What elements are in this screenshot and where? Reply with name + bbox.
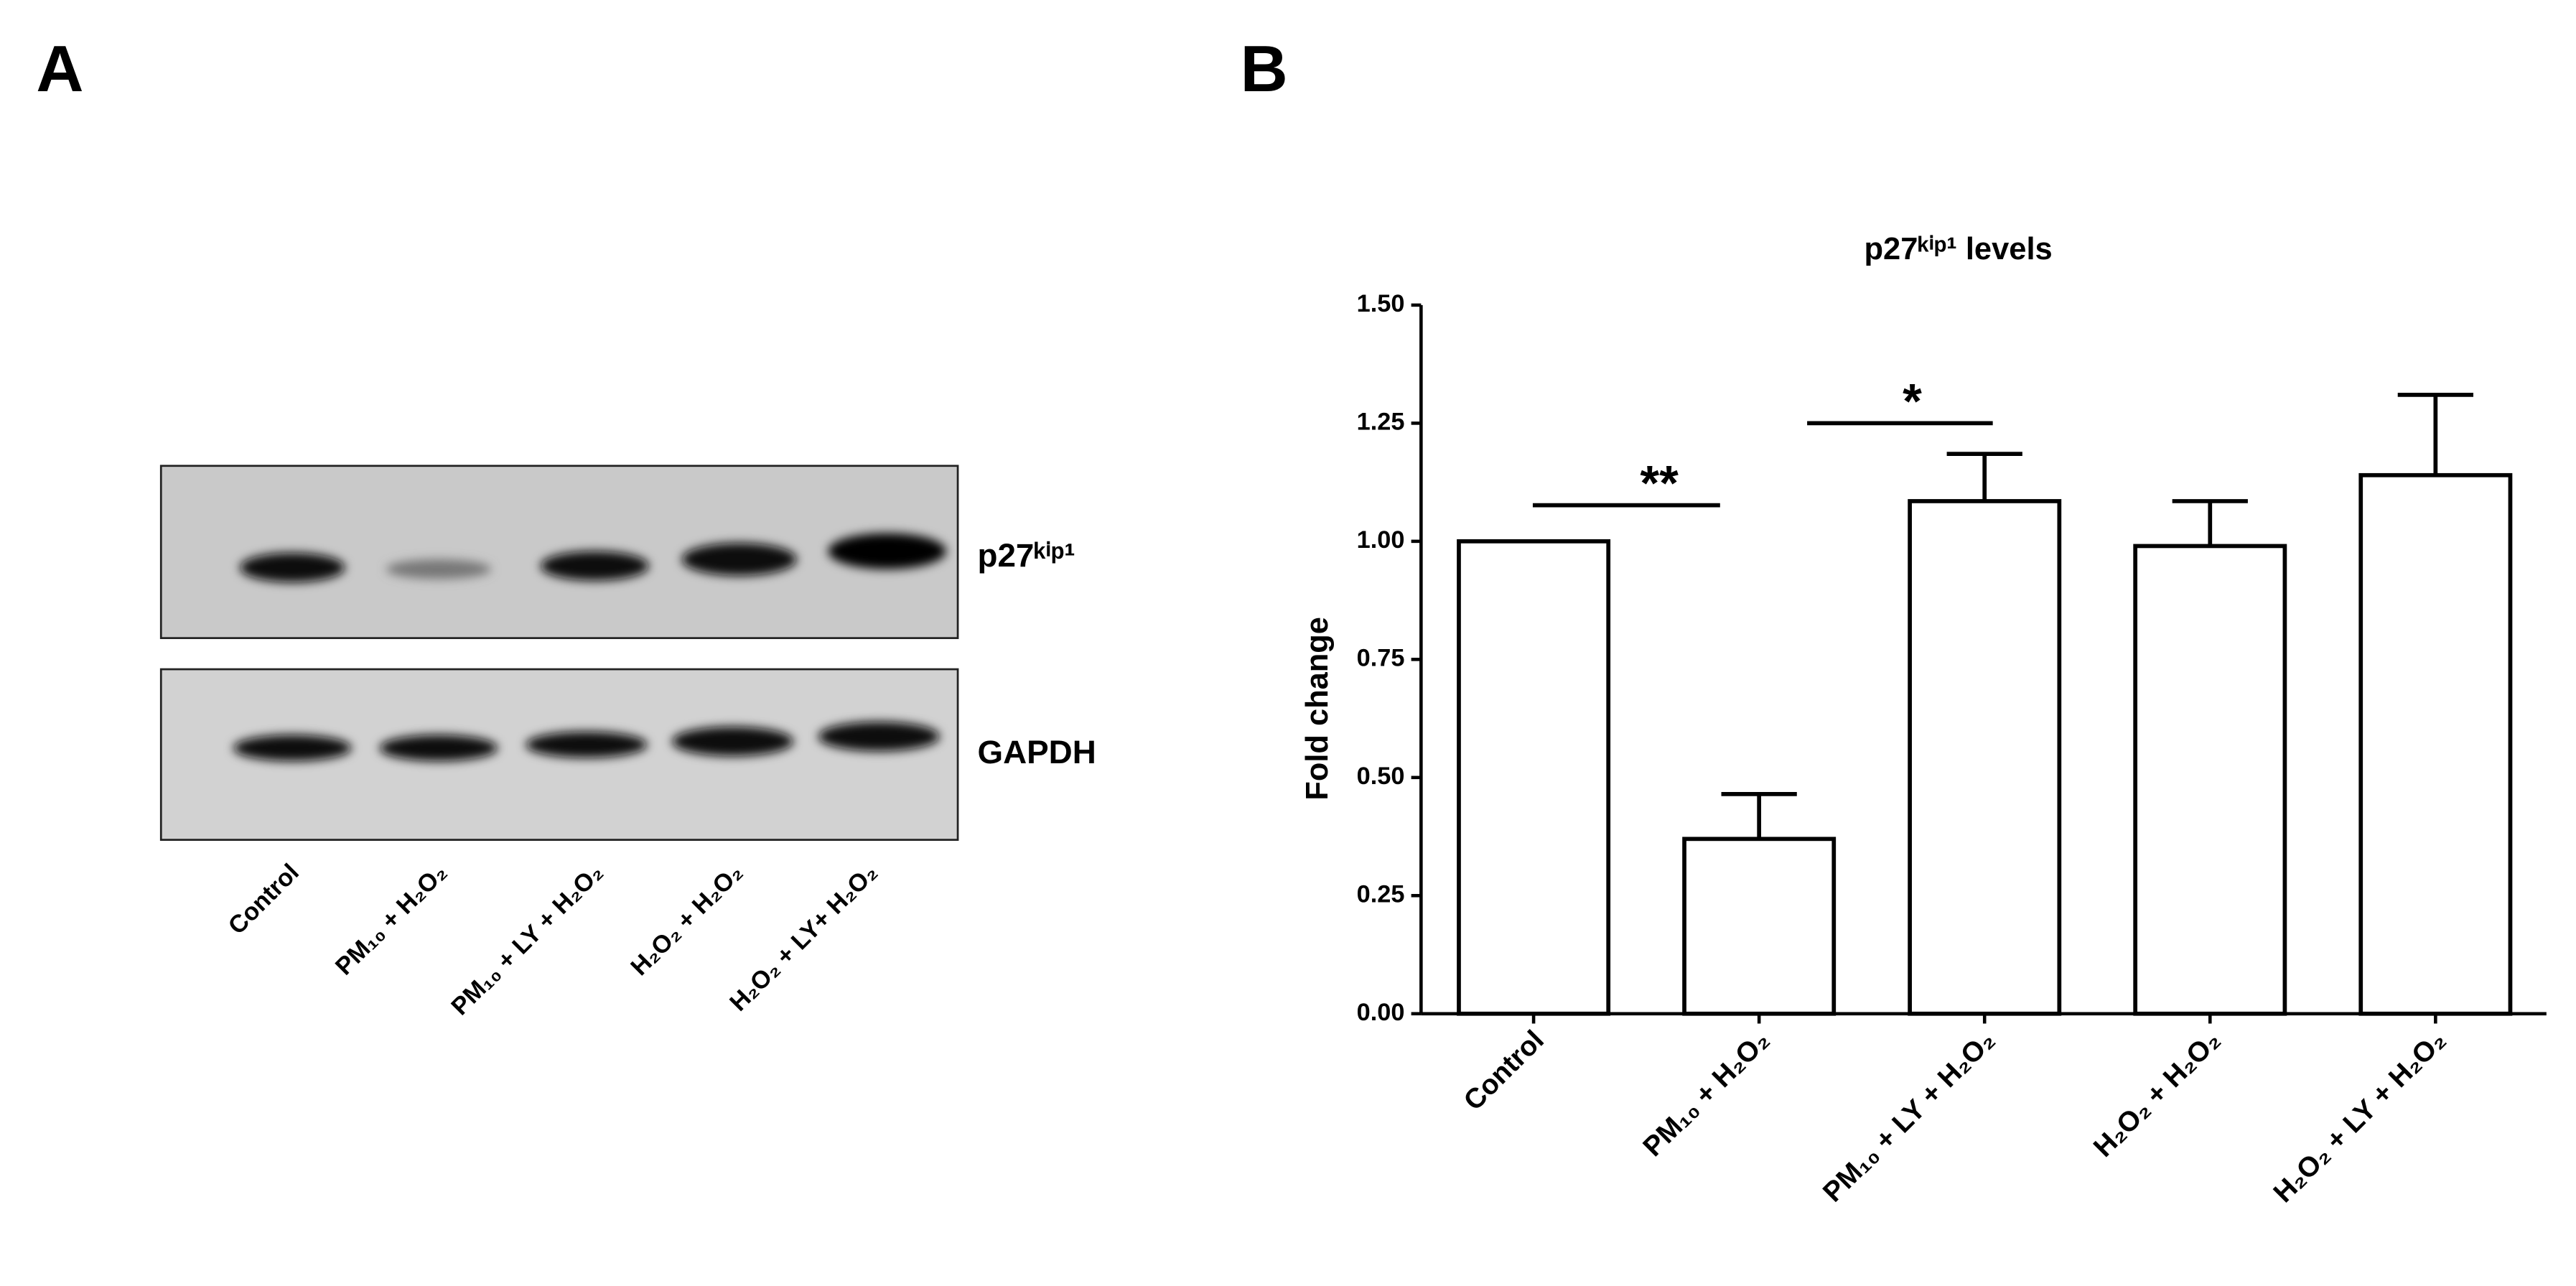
error-bar [1721, 791, 1797, 839]
lane-label: H₂O₂ + H₂O₂ [625, 859, 747, 981]
y-axis-label: Fold change [1300, 617, 1335, 801]
lane-label: H₂O₂ + LY+ H₂O₂ [724, 859, 882, 1017]
y-tick-label: 0.75 [1357, 644, 1405, 671]
y-tick-label: 0.25 [1357, 880, 1405, 908]
bar [1908, 499, 2062, 1016]
chart-title: p27ᵏⁱᵖ¹ levels [1864, 232, 2052, 266]
y-tick-label: 0.00 [1357, 999, 1405, 1026]
band-label: p27ᵏⁱᵖ¹ [978, 537, 1075, 574]
lane-label: PM₁₀ + H₂O₂ [330, 859, 452, 981]
band [828, 533, 947, 569]
band-label: GAPDH [978, 734, 1096, 770]
band [526, 731, 648, 758]
x-tick-label: PM₁₀ + H₂O₂ [1637, 1025, 1775, 1162]
error-bar [1946, 452, 2022, 501]
y-tick-label: 1.25 [1357, 408, 1405, 435]
significance-label: ** [1640, 456, 1679, 511]
band [379, 735, 498, 761]
bar [1457, 539, 1611, 1016]
band [671, 727, 794, 757]
panel-label: B [1241, 32, 1288, 106]
band [681, 543, 797, 576]
panel-label: A [36, 32, 83, 106]
error-bar [2172, 499, 2248, 546]
blot-bands [233, 533, 947, 761]
x-tick-label: H₂O₂ + H₂O₂ [2088, 1025, 2226, 1163]
x-tick-label: Control [1458, 1025, 1550, 1117]
blot-membrane [159, 465, 959, 640]
significance-label: * [1903, 373, 1922, 429]
bar [2133, 544, 2287, 1016]
y-tick-label: 1.50 [1357, 290, 1405, 317]
band [240, 552, 345, 582]
bar [1682, 837, 1837, 1016]
lane-label: PM₁₀ + LY + H₂O₂ [446, 859, 608, 1020]
y-tick-label: 0.50 [1357, 763, 1405, 790]
error-bar [2397, 393, 2473, 475]
lane-label: Control [223, 859, 304, 940]
band [233, 735, 352, 761]
x-tick-label: H₂O₂ + LY + H₂O₂ [2268, 1025, 2453, 1208]
band [540, 551, 649, 581]
bar [2358, 472, 2513, 1016]
x-tick-label: PM₁₀ + LY + H₂O₂ [1817, 1025, 2001, 1208]
y-tick-label: 1.00 [1357, 526, 1405, 554]
band [818, 722, 940, 752]
band [386, 559, 492, 579]
